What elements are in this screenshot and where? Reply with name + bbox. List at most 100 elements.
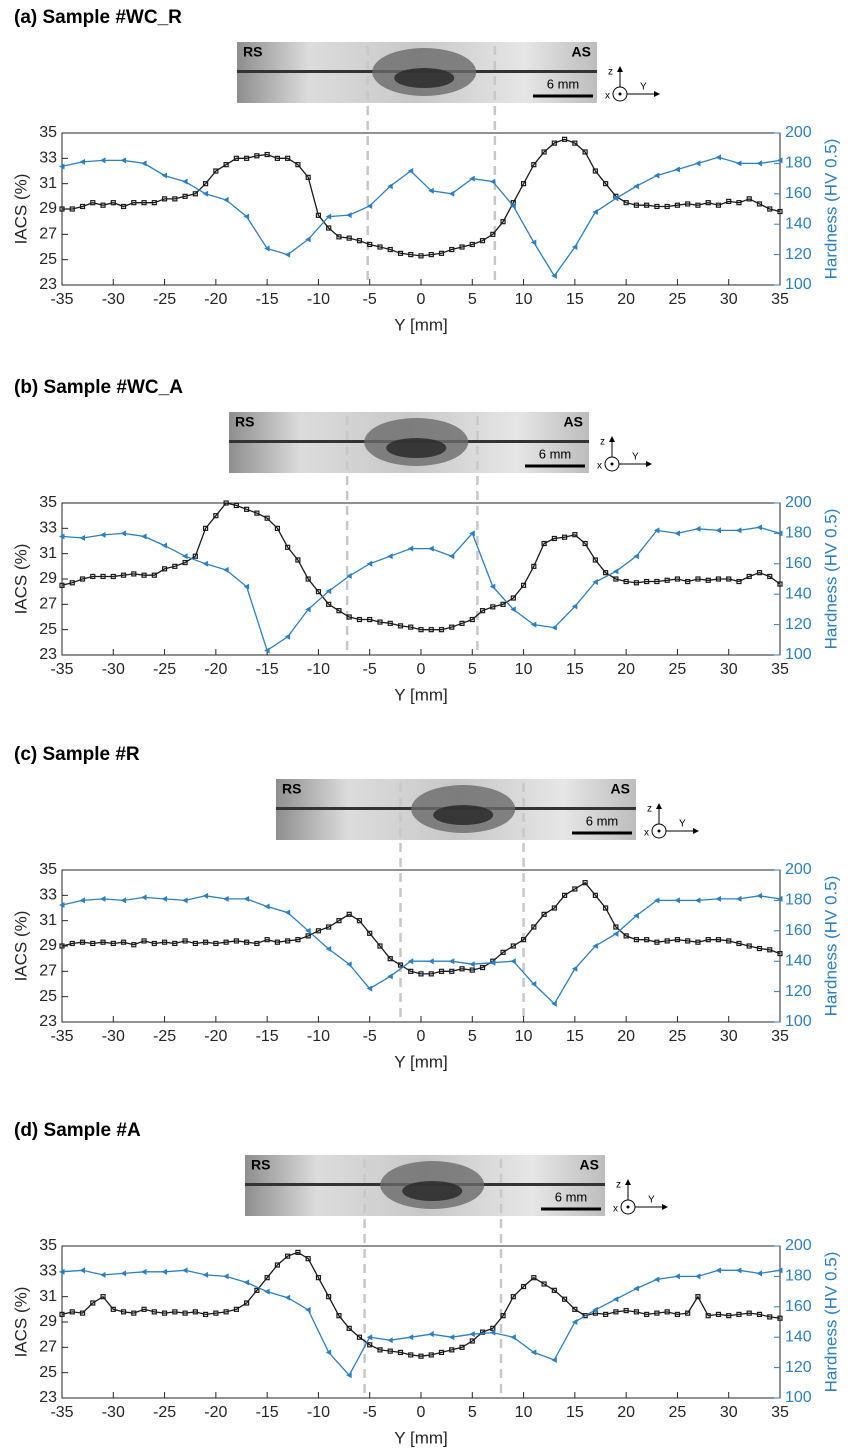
marker [736,1267,742,1273]
axes-glyph [609,436,615,442]
marker [162,1269,168,1275]
x-tick-label: -20 [204,1028,227,1045]
x-tick-label: 0 [417,291,426,308]
x-tick-label: 25 [669,661,687,678]
marker [285,252,291,258]
y2-tick-label: 160 [785,922,812,939]
marker [80,897,86,903]
marker [715,527,721,533]
x-tick-label: 30 [720,1404,738,1421]
plot-frame [62,133,780,285]
y2-tick-label: 140 [785,215,812,232]
axes-glyph-label: Y [648,1195,655,1206]
marker [695,160,701,166]
marker [633,183,639,189]
x-tick-label: -35 [50,291,73,308]
marker [408,546,414,552]
marker [100,157,106,163]
y2-tick-label: 200 [785,124,812,141]
marker [285,910,291,916]
axes-glyph-label: z [647,804,652,815]
y-tick-label: 25 [39,988,57,1005]
panel-title: (d) Sample #A [14,1120,141,1141]
marker [203,1272,209,1278]
y2-axis-label: Hardness (HV 0.5) [821,1252,840,1393]
x-tick-label: 35 [771,1028,789,1045]
y-tick-label: 27 [39,963,57,980]
marker [264,903,270,909]
axes-glyph [625,1179,631,1185]
marker [121,897,127,903]
marker [674,897,680,903]
x-axis-label: Y [mm] [394,315,448,334]
x-tick-label: 0 [417,1028,426,1045]
y2-tick-label: 180 [785,892,812,909]
axes-glyph-label: x [644,828,649,839]
marker [408,1334,414,1340]
axes-glyph-label: x [597,461,602,472]
axes-glyph-label: Y [640,82,647,93]
marker [654,173,660,179]
axes-glyph-label: z [608,67,613,78]
y-axis-label: IACS (%) [11,174,30,245]
panel-title: (b) Sample #WC_A [14,377,183,398]
weld-core [394,68,454,88]
y-tick-label: 29 [39,1313,57,1330]
x-tick-label: -15 [256,291,279,308]
y2-tick-label: 200 [785,494,812,511]
x-tick-label: 10 [515,661,533,678]
marker [449,1334,455,1340]
y2-tick-label: 120 [785,1359,812,1376]
scale-label: 6 mm [547,76,580,91]
x-tick-label: -35 [50,1028,73,1045]
y-tick-label: 25 [39,1364,57,1381]
marker [326,1349,332,1355]
y-tick-label: 25 [39,621,57,638]
marker [756,524,762,530]
marker [736,896,742,902]
marker [715,154,721,160]
y-tick-label: 35 [39,1237,57,1254]
marker [613,1296,619,1302]
y2-tick-label: 180 [785,1268,812,1285]
x-axis-label: Y [mm] [394,685,448,704]
y2-tick-label: 100 [785,1389,812,1406]
y-tick-label: 35 [39,494,57,511]
marker [141,533,147,539]
marker [141,1269,147,1275]
marker [449,553,455,559]
x-tick-label: 25 [669,1404,687,1421]
x-tick-label: 5 [468,1404,477,1421]
y-tick-label: 35 [39,124,57,141]
weld-core [433,805,493,825]
marker [695,897,701,903]
x-tick-label: -5 [363,1028,377,1045]
x-tick-label: 30 [720,291,738,308]
marker [100,896,106,902]
y2-tick-label: 100 [785,646,812,663]
x-tick-label: -30 [102,291,125,308]
axes-glyph [656,803,662,809]
x-tick-label: -5 [363,661,377,678]
x-tick-label: 35 [771,661,789,678]
x-tick-label: 20 [617,1404,635,1421]
marker [141,160,147,166]
series-line [62,139,780,256]
panel-title: (c) Sample #R [14,744,140,765]
x-tick-label: -25 [153,1404,176,1421]
y2-tick-label: 200 [785,861,812,878]
marker [203,893,209,899]
y2-tick-label: 100 [785,1013,812,1030]
y2-tick-label: 140 [785,1328,812,1345]
y-tick-label: 31 [39,545,57,562]
y-tick-label: 23 [39,646,57,663]
x-tick-label: 20 [617,661,635,678]
y-tick-label: 33 [39,150,57,167]
image-label: RS [243,44,262,60]
marker [428,1331,434,1337]
marker [531,239,537,245]
y2-axis-label: Hardness (HV 0.5) [821,509,840,650]
x-tick-label: 15 [566,291,584,308]
x-tick-label: 5 [468,661,477,678]
image-label: RS [251,1157,270,1173]
